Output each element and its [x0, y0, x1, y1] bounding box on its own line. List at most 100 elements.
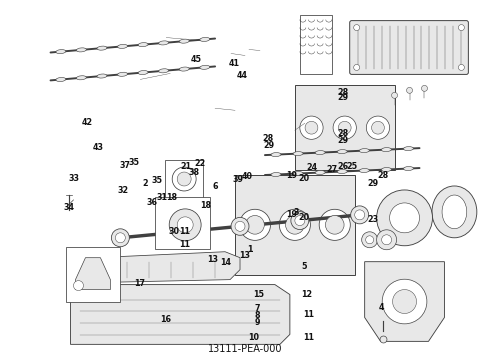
Text: 22: 22	[194, 159, 205, 168]
Ellipse shape	[200, 65, 210, 69]
Circle shape	[325, 216, 344, 234]
Text: 11: 11	[179, 240, 190, 249]
Ellipse shape	[293, 152, 303, 156]
Circle shape	[319, 209, 350, 240]
Circle shape	[367, 116, 390, 139]
Circle shape	[177, 172, 191, 186]
Ellipse shape	[179, 67, 189, 71]
Circle shape	[362, 232, 378, 248]
Text: 35: 35	[151, 176, 163, 185]
Circle shape	[382, 235, 392, 245]
Text: 20: 20	[298, 175, 309, 184]
Ellipse shape	[381, 167, 392, 172]
Circle shape	[355, 210, 365, 220]
Ellipse shape	[76, 76, 86, 80]
Text: 2: 2	[142, 179, 147, 188]
Text: 1: 1	[247, 246, 253, 255]
Ellipse shape	[118, 44, 127, 49]
Ellipse shape	[159, 41, 169, 45]
Circle shape	[458, 24, 465, 31]
Ellipse shape	[293, 171, 303, 176]
Text: 5: 5	[301, 262, 306, 271]
Text: 18: 18	[200, 201, 212, 210]
Text: 14: 14	[220, 258, 231, 267]
Text: 17: 17	[134, 279, 146, 288]
Polygon shape	[75, 258, 110, 289]
Ellipse shape	[76, 48, 86, 52]
Circle shape	[245, 216, 264, 234]
Circle shape	[392, 92, 397, 98]
Ellipse shape	[179, 39, 189, 43]
Ellipse shape	[359, 149, 369, 153]
Ellipse shape	[159, 69, 169, 73]
Circle shape	[366, 236, 374, 244]
Circle shape	[279, 209, 310, 240]
Circle shape	[333, 116, 356, 139]
Circle shape	[421, 85, 427, 91]
Text: 43: 43	[93, 143, 104, 152]
Text: 38: 38	[188, 168, 199, 177]
Ellipse shape	[138, 71, 148, 75]
Text: 13111-PEA-000: 13111-PEA-000	[208, 344, 282, 354]
Circle shape	[338, 121, 351, 134]
Circle shape	[354, 64, 360, 71]
Text: 32: 32	[117, 186, 128, 195]
Text: 27: 27	[326, 166, 337, 175]
Text: 25: 25	[346, 162, 357, 171]
Text: 11: 11	[303, 333, 314, 342]
Text: 34: 34	[64, 203, 74, 212]
Text: 4: 4	[379, 303, 385, 312]
Text: 40: 40	[242, 172, 253, 181]
Text: 33: 33	[69, 174, 79, 183]
Text: 13: 13	[207, 255, 218, 264]
Circle shape	[392, 289, 416, 314]
Circle shape	[377, 190, 433, 246]
Text: 29: 29	[337, 93, 348, 102]
Text: 11: 11	[179, 228, 190, 237]
Bar	[155, 197, 210, 249]
Text: 28: 28	[377, 171, 389, 180]
Circle shape	[74, 280, 83, 291]
Ellipse shape	[271, 153, 281, 157]
Circle shape	[169, 209, 201, 241]
Ellipse shape	[403, 147, 414, 150]
Bar	[300, 15, 332, 75]
Text: 19: 19	[287, 210, 297, 219]
Text: 21: 21	[181, 162, 192, 171]
Polygon shape	[295, 85, 394, 170]
Ellipse shape	[337, 170, 347, 174]
Ellipse shape	[271, 172, 281, 176]
Text: 19: 19	[287, 171, 297, 180]
Ellipse shape	[118, 72, 127, 76]
Text: 6: 6	[213, 181, 219, 190]
Text: 28: 28	[337, 129, 348, 138]
Text: 16: 16	[160, 315, 172, 324]
Text: 39: 39	[232, 175, 243, 184]
Text: 30: 30	[169, 228, 180, 237]
Text: 28: 28	[263, 134, 274, 143]
Text: 36: 36	[147, 198, 158, 207]
Text: 11: 11	[303, 310, 314, 319]
Polygon shape	[365, 262, 444, 341]
Circle shape	[171, 223, 189, 241]
Circle shape	[390, 203, 419, 233]
Ellipse shape	[200, 37, 210, 41]
Text: 24: 24	[306, 163, 317, 172]
Text: 29: 29	[368, 179, 379, 188]
Circle shape	[371, 121, 384, 134]
Text: 35: 35	[128, 158, 139, 167]
Circle shape	[354, 24, 360, 31]
Text: 26: 26	[337, 162, 348, 171]
FancyBboxPatch shape	[350, 21, 468, 75]
Ellipse shape	[97, 46, 107, 50]
Circle shape	[235, 221, 245, 231]
Text: 37: 37	[120, 161, 131, 170]
Circle shape	[177, 217, 193, 233]
Ellipse shape	[56, 77, 66, 82]
Ellipse shape	[403, 167, 414, 171]
Text: 23: 23	[368, 215, 379, 224]
Circle shape	[111, 229, 129, 247]
Circle shape	[172, 167, 196, 191]
Text: 18: 18	[166, 193, 177, 202]
Circle shape	[382, 279, 427, 324]
